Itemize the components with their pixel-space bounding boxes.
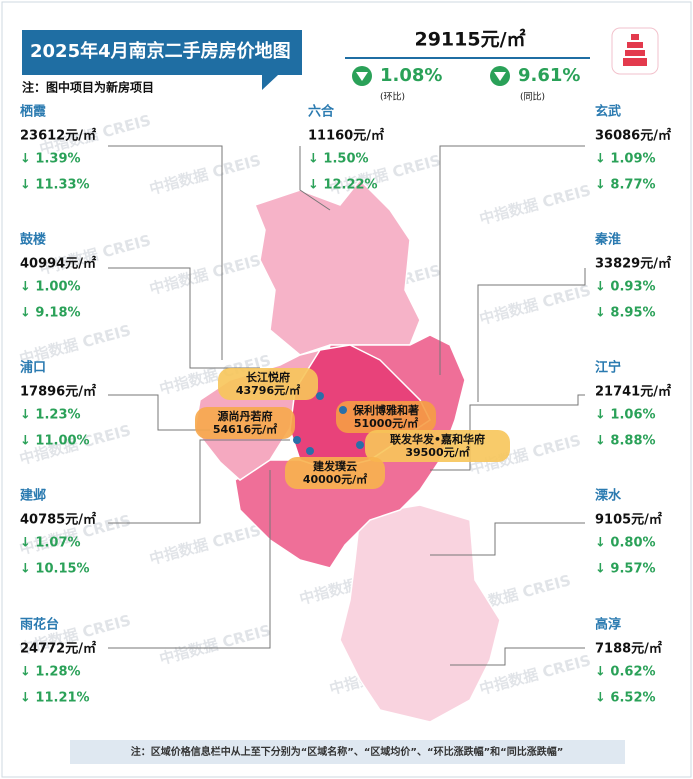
district-yoy: ↓ 10.15% xyxy=(20,562,90,577)
footer-box xyxy=(70,740,625,764)
leader-line xyxy=(477,268,586,402)
project-name: 长江悦府 xyxy=(246,370,290,384)
project-name: 建发璞云 xyxy=(313,459,357,473)
pagoda-icon xyxy=(611,27,659,75)
project-dot xyxy=(293,436,301,444)
district-price: 7188元/㎡ xyxy=(595,641,662,657)
district-mom: ↓ 1.06% xyxy=(595,408,656,423)
leader-line xyxy=(108,394,210,431)
down-icon-arrow xyxy=(494,72,506,81)
project-price: 51000元/㎡ xyxy=(354,416,418,430)
district-name: 雨花台 xyxy=(20,617,59,633)
title: 2025年4月南京二手房房价地图 xyxy=(30,40,291,62)
district-name: 玄武 xyxy=(595,104,621,120)
district-yoy: ↓ 11.00% xyxy=(20,434,90,449)
district-price: 21741元/㎡ xyxy=(595,384,671,400)
city-mom: 1.08% xyxy=(380,65,442,86)
district-price: 9105元/㎡ xyxy=(595,512,662,528)
district-name: 高淳 xyxy=(595,617,621,633)
district-mom: ↓ 0.93% xyxy=(595,280,656,295)
district-name: 浦口 xyxy=(20,360,46,376)
leader-line xyxy=(108,145,223,360)
leader-line xyxy=(108,439,290,524)
district-yoy: ↓ 12.22% xyxy=(308,178,378,193)
project-name: 源尚丹若府 xyxy=(218,409,273,423)
district-name: 建邺 xyxy=(20,488,46,504)
district-price: 33829元/㎡ xyxy=(595,256,671,272)
city-yoy: 9.61% xyxy=(518,65,580,86)
district-yoy: ↓ 9.18% xyxy=(20,306,81,321)
dynamic: 栖霞 23612元/㎡ ↓ 1.39% ↓ 11.33% 鼓楼 40994元/㎡ ↓ 1.0… xyxy=(20,104,671,706)
city-price: 29115元/㎡ xyxy=(414,28,525,51)
region-south xyxy=(339,504,501,723)
project-dot xyxy=(306,447,314,455)
district-mom: ↓ 0.80% xyxy=(595,536,656,551)
district-name: 鼓楼 xyxy=(20,232,46,248)
district-name: 溧水 xyxy=(595,488,622,504)
leader-line xyxy=(430,522,585,556)
district-price: 24772元/㎡ xyxy=(20,641,96,657)
district-mom: ↓ 1.28% xyxy=(20,665,81,680)
district-yoy: ↓ 11.21% xyxy=(20,691,90,706)
district-yoy: ↓ 8.77% xyxy=(595,178,656,193)
project-price: 40000元/㎡ xyxy=(303,472,367,486)
district-yoy: ↓ 8.95% xyxy=(595,306,656,321)
project-dot xyxy=(316,392,324,400)
project-dot xyxy=(339,406,347,414)
city-yoy-label: (同比) xyxy=(520,91,545,103)
project-label-box xyxy=(195,407,295,439)
project-dot xyxy=(356,441,364,449)
district-price: 23612元/㎡ xyxy=(20,128,96,144)
leader-line xyxy=(108,470,271,649)
project-label-box xyxy=(336,401,436,433)
project-name: 保利博雅和著 xyxy=(352,403,419,417)
district-name: 秦淮 xyxy=(594,232,621,248)
project-label-box xyxy=(285,457,385,489)
title-box xyxy=(22,30,302,90)
district-name: 六合 xyxy=(308,104,335,120)
district-yoy: ↓ 6.52% xyxy=(595,691,656,706)
footer-note: 注：区域价格信息栏中从上至下分别为“区域名称”、“区域均价”、“环比涨跌幅”和“… xyxy=(131,745,564,758)
project-price: 54616元/㎡ xyxy=(213,422,277,436)
district-yoy: ↓ 8.88% xyxy=(595,434,656,449)
project-price: 39500元/㎡ xyxy=(405,445,469,459)
district-price: 11160元/㎡ xyxy=(308,128,384,144)
district-mom: ↓ 1.07% xyxy=(20,536,81,551)
leader-line xyxy=(299,146,331,211)
district-name: 江宁 xyxy=(595,360,621,376)
project-label-box xyxy=(365,430,510,462)
district-price: 17896元/㎡ xyxy=(20,384,96,400)
leader-lines xyxy=(108,145,586,666)
district-yoy: ↓ 9.57% xyxy=(595,562,656,577)
district-yoy: ↓ 11.33% xyxy=(20,178,90,193)
district-mom: ↓ 1.39% xyxy=(20,152,81,167)
district-name: 栖霞 xyxy=(20,104,47,120)
project-price: 43796元/㎡ xyxy=(236,383,300,397)
district-mom: ↓ 1.09% xyxy=(595,152,656,167)
district-mom: ↓ 0.62% xyxy=(595,665,656,680)
down-icon-arrow xyxy=(356,72,368,81)
district-price: 40994元/㎡ xyxy=(20,256,96,272)
project-name: 联发华发•嘉和华府 xyxy=(390,432,485,446)
leader-line xyxy=(430,394,585,471)
district-mom: ↓ 1.00% xyxy=(20,280,81,295)
project-label-box xyxy=(218,368,318,400)
district-price: 40785元/㎡ xyxy=(20,512,96,528)
district-mom: ↓ 1.50% xyxy=(308,152,369,167)
leader-line xyxy=(450,647,585,666)
district-price: 36086元/㎡ xyxy=(595,128,671,144)
city-mom-label: (环比) xyxy=(380,91,405,103)
leader-line xyxy=(108,267,260,369)
note: 注：图中项目为新房项目 xyxy=(22,80,154,95)
district-mom: ↓ 1.23% xyxy=(20,408,81,423)
leader-line xyxy=(439,145,585,375)
